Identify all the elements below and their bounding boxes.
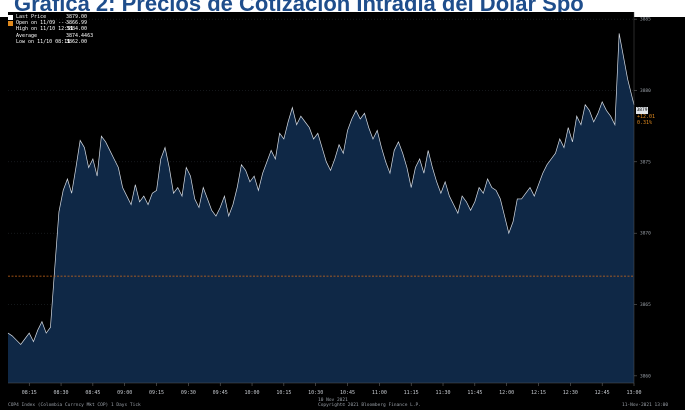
x-tick-label: 12:00 [499, 390, 514, 396]
legend-swatch [8, 33, 13, 39]
legend-value: 3884.00 [66, 26, 88, 33]
footer-copyright: Copyright© 2021 Bloomberg Finance L.P. [318, 403, 421, 408]
y-tick-label: 3875 [640, 159, 651, 165]
x-tick-label: 11:00 [372, 390, 387, 396]
legend-item: Low on 11/10 08:11 3862.00 [8, 39, 93, 45]
change-value: +12.01 [637, 114, 656, 120]
legend-item: Average 3874.4463 [8, 33, 93, 39]
y-tick-label: 3860 [640, 373, 651, 379]
x-tick-label: 08:45 [85, 390, 100, 396]
last-price-label: 3879 [636, 107, 648, 114]
legend-swatch [8, 39, 13, 45]
x-tick-label: 08:15 [22, 390, 37, 396]
x-tick-label: 10:00 [245, 390, 260, 396]
x-tick-label: 10:30 [308, 390, 323, 396]
y-tick-label: 3865 [640, 302, 651, 308]
x-tick-label: 12:15 [531, 390, 546, 396]
x-tick-label: 11:30 [435, 390, 450, 396]
legend-label: Low on 11/10 08:11 [16, 38, 71, 45]
change-percent: 0.31% [637, 120, 653, 126]
legend-item: Last Price 3879.00 [8, 14, 93, 20]
price-line [7, 33, 635, 346]
legend-value: 3879.00 [66, 14, 88, 20]
chart-footer: COP4 Index (Colombia Currncy Mkt COP) 1 … [0, 398, 685, 410]
price-area [8, 33, 634, 384]
x-tick-label: 12:30 [563, 390, 578, 396]
x-tick-label: 09:00 [117, 390, 132, 396]
footer-date: 10 Nov 2021 [318, 398, 348, 403]
legend-value: 3862.00 [66, 38, 88, 45]
x-tick-label: 09:45 [213, 390, 228, 396]
legend-item: High on 11/10 12:51 3884.00 [8, 26, 93, 32]
x-tick-label: 10:15 [276, 390, 291, 396]
legend-value: 3874.4463 [66, 32, 94, 39]
y-tick-label: 3885 [640, 17, 651, 23]
legend-swatch [8, 14, 13, 20]
legend-label: High on 11/10 12:51 [16, 26, 74, 33]
change-annotation: +12.01 0.31% [637, 114, 655, 126]
y-tick-label: 3870 [640, 231, 651, 237]
footer-ticker: COP4 Index (Colombia Currncy Mkt COP) 1 … [8, 403, 141, 408]
legend-value: 3866.99 [66, 20, 88, 27]
legend-label: Open on 11/09 ---- [16, 20, 71, 27]
x-tick-label: 12:45 [595, 390, 610, 396]
chart-legend: Last Price 3879.00 Open on 11/09 ---- 3866.… [8, 14, 93, 45]
legend-swatch [8, 20, 13, 26]
x-tick-label: 10:45 [340, 390, 355, 396]
legend-item: Open on 11/09 ---- 3866.99 [8, 20, 93, 26]
x-tick-label: 13:00 [626, 390, 641, 396]
x-tick-label: 09:30 [181, 390, 196, 396]
legend-label: Average [16, 32, 38, 39]
legend-label: Last Price [16, 14, 47, 20]
x-tick-label: 11:15 [404, 390, 419, 396]
x-tick-label: 11:45 [467, 390, 482, 396]
y-tick-label: 3880 [640, 88, 651, 94]
footer-timestamp: 11-Nov-2021 13:00 [622, 403, 669, 408]
legend-swatch [8, 27, 13, 32]
x-tick-label: 08:30 [54, 390, 69, 396]
x-tick-label: 09:15 [149, 390, 164, 396]
